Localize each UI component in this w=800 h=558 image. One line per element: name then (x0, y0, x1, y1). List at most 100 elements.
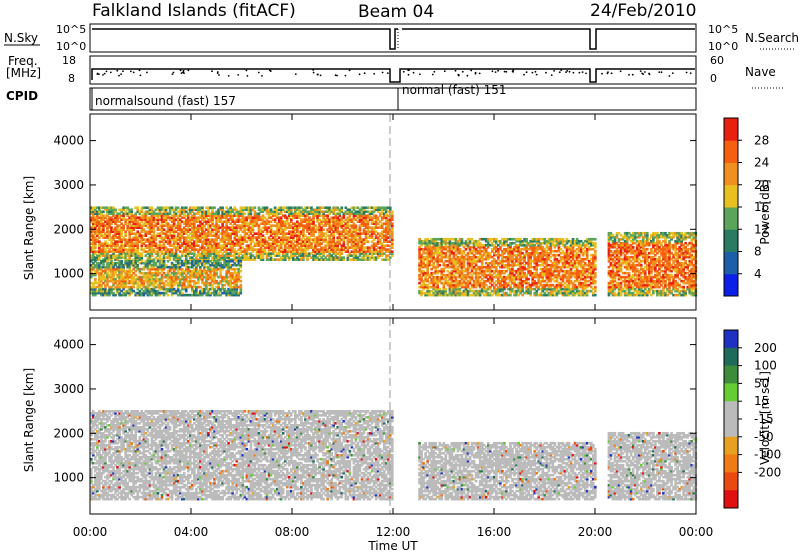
nave-dot (620, 70, 622, 72)
nave-dot (644, 71, 646, 73)
range-gate-cell (355, 224, 358, 227)
range-gate-cell (391, 210, 394, 213)
nave-dot (317, 74, 319, 76)
nave-dot (462, 71, 464, 73)
nave-dot (320, 75, 322, 77)
nsky-label: N.Sky (4, 31, 38, 45)
nave-dot (536, 74, 538, 76)
range-gate-cell (114, 208, 117, 211)
freq-label-2: [MHz] (6, 66, 41, 80)
range-gate-cell (438, 264, 441, 267)
nave-dot (433, 71, 435, 73)
nave-dot (180, 69, 182, 71)
nave-dot (413, 72, 415, 74)
range-gate-cell (120, 260, 123, 263)
nave-dot (188, 70, 190, 72)
nave-dot (582, 71, 584, 73)
nave-dot (382, 72, 384, 74)
nave-dot (658, 71, 660, 73)
cpid-segment-2: normal (fast) 151 (402, 83, 506, 97)
nave-dot (504, 71, 506, 73)
nave-dot (573, 72, 575, 74)
nave-dot (495, 71, 497, 73)
range-gate-cell (445, 288, 448, 291)
nave-dot (106, 71, 108, 73)
nave-dot (228, 75, 230, 77)
range-gate-cell (322, 228, 325, 231)
nave-dot (672, 72, 674, 74)
nave-dot (455, 70, 457, 72)
nave-dot (104, 73, 106, 75)
range-gate-cell (389, 206, 392, 209)
range-gate-cell (130, 208, 133, 211)
range-gate-cell (461, 238, 464, 241)
range-gate-cell (201, 206, 204, 209)
nave-dot (686, 72, 688, 74)
nave-dot (173, 72, 175, 74)
nave-dot (566, 70, 568, 72)
nave-dot (217, 72, 219, 74)
nave-tick-bottom: 0 (710, 72, 717, 85)
range-gate-cell (167, 294, 170, 297)
nave-label: Nave (745, 65, 776, 79)
nave-dot (560, 69, 562, 71)
freq-tick-top: 18 (62, 54, 76, 67)
range-gate-cell (167, 260, 170, 263)
cpid-panel: CPID normalsound (fast) 157 normal (fast… (6, 83, 696, 110)
range-gate-cell (244, 212, 247, 215)
freq-tick-bottom: 8 (68, 72, 75, 85)
nave-dot (312, 69, 314, 71)
nave-dot (246, 70, 248, 72)
nave-dot (133, 72, 135, 74)
nave-dot (444, 70, 446, 72)
nave-dot (403, 71, 405, 73)
nave-dot (559, 71, 561, 73)
range-gate-cell (343, 256, 346, 259)
nave-dot (118, 75, 120, 77)
nave-dot (628, 74, 630, 76)
nave-dot (116, 70, 118, 72)
nave-dot (479, 73, 481, 75)
nave-dot (98, 73, 100, 75)
nave-tick-top: 60 (710, 54, 724, 67)
nave-dot (512, 71, 514, 73)
nsky-tick-bottom: 10^0 (56, 40, 86, 53)
nave-dot (122, 70, 124, 72)
cpid-label: CPID (6, 89, 38, 103)
site-title: Falkland Islands (fitACF) (92, 1, 296, 21)
nsearch-tick-top: 10^5 (708, 23, 738, 36)
nave-dot (172, 73, 174, 75)
range-gate-cell (264, 236, 267, 239)
nave-dot (387, 72, 389, 74)
nave-dot (269, 70, 271, 72)
nave-dot (661, 71, 663, 73)
nave-dot (458, 74, 460, 76)
nave-dot (182, 72, 184, 74)
range-gate-cell (136, 206, 139, 209)
range-gate-cell (221, 206, 224, 209)
range-gate-cell (391, 222, 394, 225)
nsky-panel: N.Sky 10^5 10^0 10^5 10^0 N.Search (4, 23, 799, 53)
nave-dot (261, 75, 263, 77)
nave-dot (632, 74, 634, 76)
nave-dot (467, 75, 469, 77)
nave-dot (313, 72, 315, 74)
nave-dot (553, 70, 555, 72)
range-gate-cell (239, 280, 242, 283)
cpid-segment-1: normalsound (fast) 157 (95, 94, 236, 108)
nave-dot (407, 69, 409, 71)
range-gate-cell (391, 250, 394, 253)
range-gate-cell (163, 260, 166, 263)
nave-dot (295, 73, 297, 75)
nave-dot (569, 71, 571, 73)
nave-dot (470, 70, 472, 72)
nave-dot (130, 71, 132, 73)
nsearch-tick-bottom: 10^0 (708, 40, 738, 53)
nave-dot (359, 73, 361, 75)
nave-dot (237, 74, 239, 76)
range-gate-cell (340, 206, 343, 209)
range-gate-cell (239, 260, 242, 263)
